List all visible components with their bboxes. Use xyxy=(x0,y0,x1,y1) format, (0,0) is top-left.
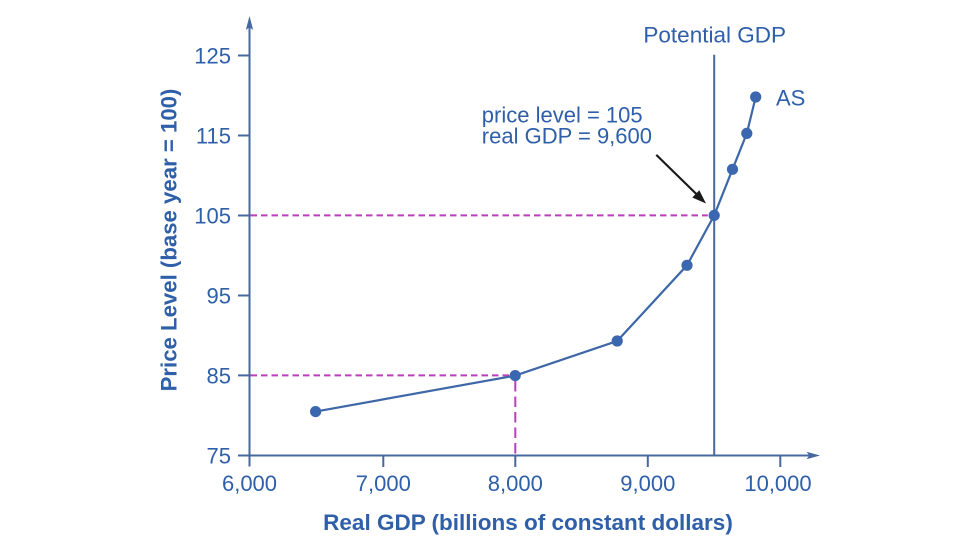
svg-text:7,000: 7,000 xyxy=(356,471,411,496)
svg-text:115: 115 xyxy=(196,124,231,149)
svg-text:Real GDP (billions of constant: Real GDP (billions of constant dollars) xyxy=(323,510,733,535)
svg-text:95: 95 xyxy=(207,284,231,309)
svg-text:Price Level (base year = 100): Price Level (base year = 100) xyxy=(156,89,181,392)
svg-text:Potential GDP: Potential GDP xyxy=(643,22,786,47)
svg-text:75: 75 xyxy=(207,444,231,469)
svg-text:8,000: 8,000 xyxy=(488,471,543,496)
svg-text:85: 85 xyxy=(207,364,231,389)
svg-text:9,000: 9,000 xyxy=(620,471,675,496)
svg-text:125: 125 xyxy=(194,44,231,69)
svg-text:6,000: 6,000 xyxy=(222,471,277,496)
svg-text:AS: AS xyxy=(776,85,805,110)
svg-text:real GDP = 9,600: real GDP = 9,600 xyxy=(482,124,652,149)
svg-text:105: 105 xyxy=(194,204,231,229)
svg-text:price level = 105: price level = 105 xyxy=(482,102,643,127)
svg-text:10,000: 10,000 xyxy=(744,471,811,496)
